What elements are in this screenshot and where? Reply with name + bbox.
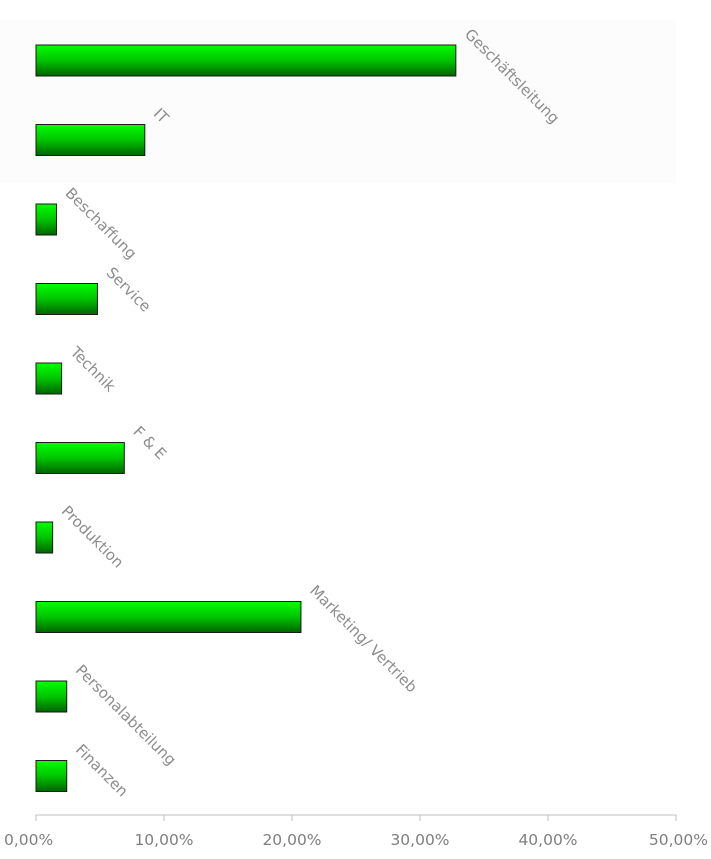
bar: [35, 124, 146, 156]
bar: [35, 362, 63, 395]
category-label: Beschaffung: [62, 184, 141, 263]
category-label: Finanzen: [72, 741, 132, 801]
category-label: Produktion: [58, 502, 127, 571]
category-label: Technik: [66, 342, 119, 395]
x-tick-label: 40,00%: [518, 831, 577, 849]
bar: [35, 521, 54, 554]
x-tick-label: 20,00%: [262, 831, 321, 849]
x-tick-label: 0,00%: [4, 831, 53, 849]
category-label: Marketing/ Vertrieb: [306, 582, 421, 697]
x-tick-label: 50,00%: [649, 831, 708, 849]
category-label: Service: [103, 264, 155, 316]
bar: [35, 442, 125, 474]
x-axis: 0,00% 10,00% 20,00% 30,00% 40,00% 50,00%: [4, 814, 708, 849]
bar: [35, 601, 302, 633]
plot-background: [0, 20, 676, 183]
x-tick-label: 30,00%: [390, 831, 449, 849]
bar: [35, 283, 98, 315]
bar: [35, 203, 57, 236]
category-label: F & E: [129, 423, 170, 464]
bar: [35, 760, 68, 792]
bars-layer: [35, 44, 457, 792]
x-tick-label: 10,00%: [134, 831, 193, 849]
bar: [35, 680, 68, 713]
bar: [35, 44, 457, 77]
